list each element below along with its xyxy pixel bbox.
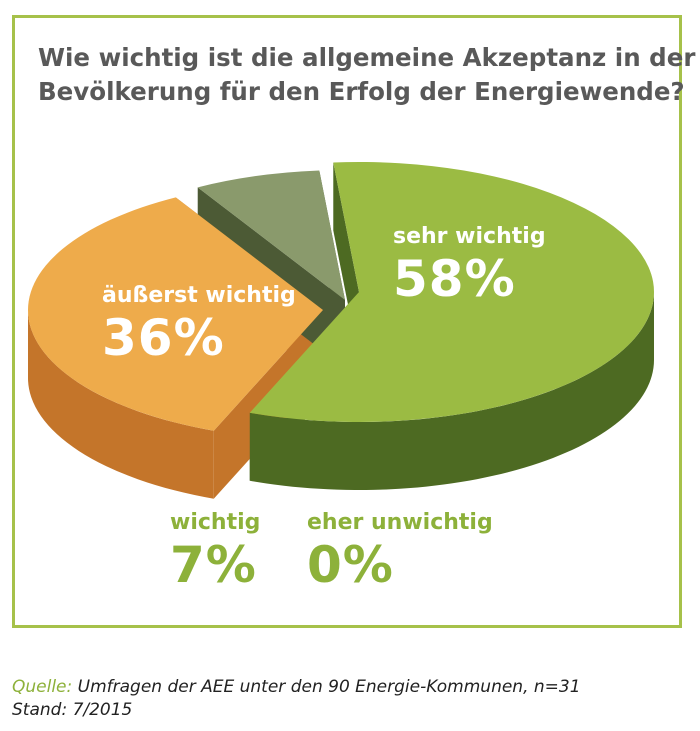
- slice-category-wichtig: wichtig: [170, 510, 261, 535]
- chart-title-line-2: Bevölkerung für den Erfolg der Energiewe…: [38, 77, 685, 106]
- source-line: Quelle: Umfragen der AEE unter den 90 En…: [12, 676, 581, 699]
- slice-value-aeusserst-wichtig: 36%: [102, 309, 225, 367]
- slice-label-sehr-wichtig: sehr wichtig 58%: [393, 224, 546, 308]
- slice-value-sehr-wichtig: 58%: [393, 250, 516, 308]
- pie-wall-sehr-wichtig-0: [249, 292, 654, 490]
- pie-slice-sehr-wichtig: [249, 161, 655, 422]
- pie-wall-äußerst-wichtig-0: [28, 310, 214, 499]
- slice-value-wichtig: 7%: [170, 536, 257, 594]
- slice-category-sehr-wichtig: sehr wichtig: [393, 224, 546, 249]
- chart-title-line-1: Wie wichtig ist die allgemeine Akzeptanz…: [38, 43, 696, 72]
- slice-label-eher-unwichtig: eher unwichtig 0%: [307, 510, 493, 594]
- slice-label-aeusserst-wichtig: äußerst wichtig 36%: [102, 283, 296, 367]
- pie-tops: [28, 161, 655, 431]
- chart-title: Wie wichtig ist die allgemeine Akzeptanz…: [38, 41, 696, 109]
- slice-value-eher-unwichtig: 0%: [307, 536, 394, 594]
- slice-category-eher-unwichtig: eher unwichtig: [307, 510, 493, 535]
- date-line: Stand: 7/2015: [12, 700, 133, 720]
- pie-slice-äußerst-wichtig: [28, 197, 324, 431]
- pie-slice-wichtig: [197, 170, 345, 300]
- source-note: Quelle: Umfragen der AEE unter den 90 En…: [12, 676, 581, 722]
- slice-category-aeusserst-wichtig: äußerst wichtig: [102, 283, 296, 308]
- source-text: Umfragen der AEE unter den 90 Energie-Ko…: [72, 677, 581, 697]
- source-label: Quelle:: [12, 677, 73, 697]
- slice-label-wichtig: wichtig 7%: [170, 510, 261, 594]
